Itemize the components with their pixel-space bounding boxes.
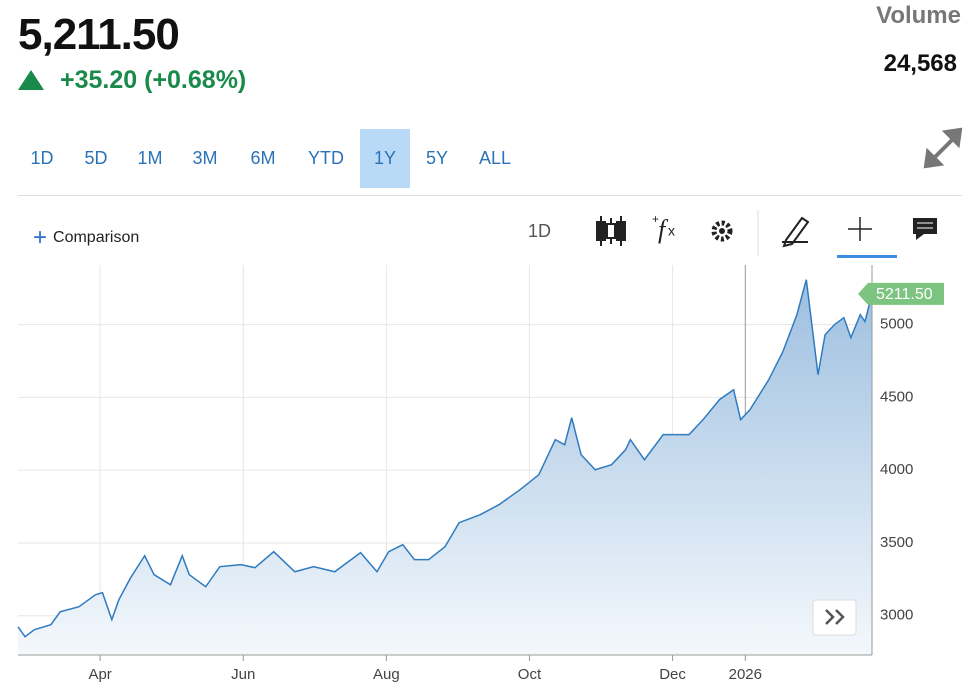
range-button[interactable]: 5Y — [425, 148, 449, 168]
fx-plus[interactable]: + — [652, 212, 659, 226]
fx-icon[interactable]: f — [658, 215, 669, 244]
range-button[interactable]: 6M — [250, 148, 276, 168]
notes-icon[interactable] — [913, 218, 937, 240]
y-tick-label: 3000 — [880, 607, 913, 624]
y-tick-label: 5000 — [880, 316, 913, 333]
range-button[interactable]: 1Y — [360, 129, 410, 188]
settings-icon[interactable] — [711, 220, 733, 242]
expand-icon[interactable] — [923, 127, 963, 169]
last-price-tag — [858, 282, 944, 305]
candle-icon[interactable] — [596, 216, 626, 246]
volume-label: Volume — [876, 2, 961, 29]
x-tick-label: Oct — [518, 666, 542, 683]
last-price-label: 5211.50 — [876, 286, 933, 303]
draw-icon[interactable] — [782, 216, 810, 248]
x-tick-label: 2026 — [729, 666, 762, 683]
x-tick-label: Apr — [88, 666, 111, 683]
comparison-label: Comparison — [53, 229, 140, 246]
price-change: +35.20 (+0.68%) — [60, 66, 247, 94]
area — [18, 279, 872, 655]
y-tick-label: 4000 — [880, 461, 913, 478]
range-button[interactable]: 3M — [192, 148, 218, 168]
interval-button[interactable]: 1D — [528, 221, 552, 241]
volume: 24,568 — [883, 50, 957, 77]
range-button[interactable]: 5D — [84, 148, 108, 168]
y-tick-label: 3500 — [880, 534, 913, 551]
y-tick-label: 4500 — [880, 388, 913, 405]
active-tool-underline — [837, 255, 897, 258]
x-tick-label: Jun — [231, 666, 255, 683]
x-tick-label: Aug — [373, 666, 400, 683]
crosshair-icon[interactable] — [848, 217, 872, 241]
fx-x[interactable]: x — [668, 223, 675, 239]
range-button[interactable]: ALL — [478, 148, 512, 168]
range-button[interactable]: YTD — [308, 148, 344, 168]
comparison-button[interactable]: + Comparison — [33, 224, 140, 251]
scroll-button[interactable] — [812, 599, 857, 636]
x-tick-label: Dec — [659, 666, 686, 683]
separator — [18, 195, 962, 196]
range-button[interactable]: 1D — [30, 148, 54, 168]
price-line — [17, 279, 873, 638]
up-arrow — [18, 70, 44, 90]
range-button[interactable]: 1M — [137, 148, 163, 168]
price: 5,211.50 — [18, 10, 180, 59]
